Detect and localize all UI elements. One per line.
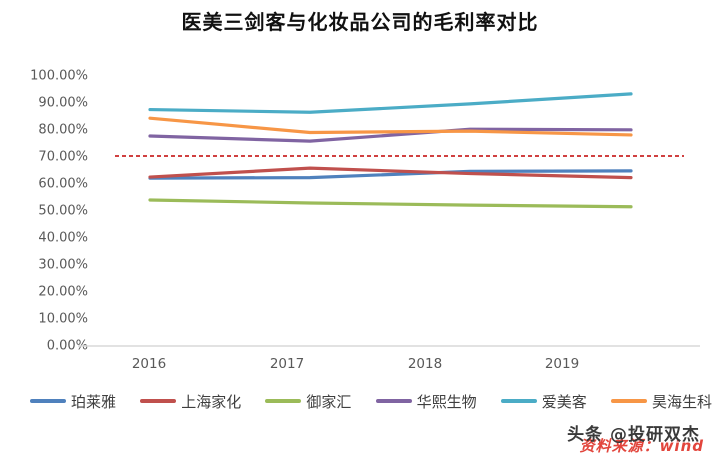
legend-label: 御家汇 [306, 392, 352, 411]
y-axis-tick-label: 60.00% [38, 177, 88, 192]
line-chart: 0.00% 10.00% 20.00% 30.00% 40.00% 50.00% 60.00… [30, 69, 700, 372]
watermark-channel: 头条 @投研双杰 [567, 425, 700, 445]
legend-item-2: 御家汇 [265, 391, 351, 412]
series-line-3 [148, 127, 633, 143]
series-line-0 [148, 169, 633, 180]
watermark-source: 资料来源：wind [579, 437, 704, 455]
y-axis-tick-label: 40.00% [38, 231, 88, 246]
x-axis-tick-label: 2017 [270, 356, 304, 372]
series-line-2 [148, 198, 633, 209]
legend-line-marker [265, 399, 302, 403]
y-axis-tick-label: 20.00% [38, 285, 88, 300]
series-line-4 [148, 92, 633, 114]
legend-label: 爱美客 [541, 392, 587, 411]
y-axis-tick-label: 70.00% [38, 150, 88, 165]
legend-line-marker [140, 399, 177, 403]
chart-legend: 珀莱雅 上海家化 御家汇 华熙生物 爱美客 昊海生科 [30, 388, 712, 414]
y-axis-tick-label: 10.00% [38, 312, 88, 327]
x-axis-tick-label: 2016 [132, 356, 166, 372]
legend-item-3: 华熙生物 [375, 391, 477, 412]
legend-item-0: 珀莱雅 [30, 391, 116, 412]
y-axis-tick-label: 0.00% [47, 339, 88, 354]
series-line-1 [148, 166, 633, 180]
series-line-5 [148, 116, 633, 137]
legend-item-4: 爱美客 [500, 391, 587, 412]
y-axis-tick-label: 30.00% [38, 258, 88, 273]
y-axis-tick-label: 50.00% [38, 204, 88, 219]
legend-line-marker [610, 399, 647, 403]
legend-label: 上海家化 [181, 392, 242, 411]
y-axis-tick-label: 80.00% [38, 123, 88, 138]
legend-line-marker [375, 399, 412, 403]
y-axis-tick-label: 100.00% [30, 69, 88, 84]
legend-item-1: 上海家化 [140, 391, 241, 412]
page-title: 医美三剑客与化妆品公司的毛利率对比 [181, 10, 539, 34]
x-axis-tick-label: 2019 [545, 356, 579, 372]
legend-label: 昊海生科 [651, 392, 712, 411]
legend-line-marker [500, 399, 537, 403]
legend-label: 珀莱雅 [71, 392, 117, 411]
legend-line-marker [30, 399, 66, 403]
legend-label: 华熙生物 [416, 392, 477, 411]
legend-item-5: 昊海生科 [610, 391, 712, 412]
x-axis-tick-label: 2018 [408, 356, 442, 372]
y-axis-tick-label: 90.00% [38, 96, 88, 111]
